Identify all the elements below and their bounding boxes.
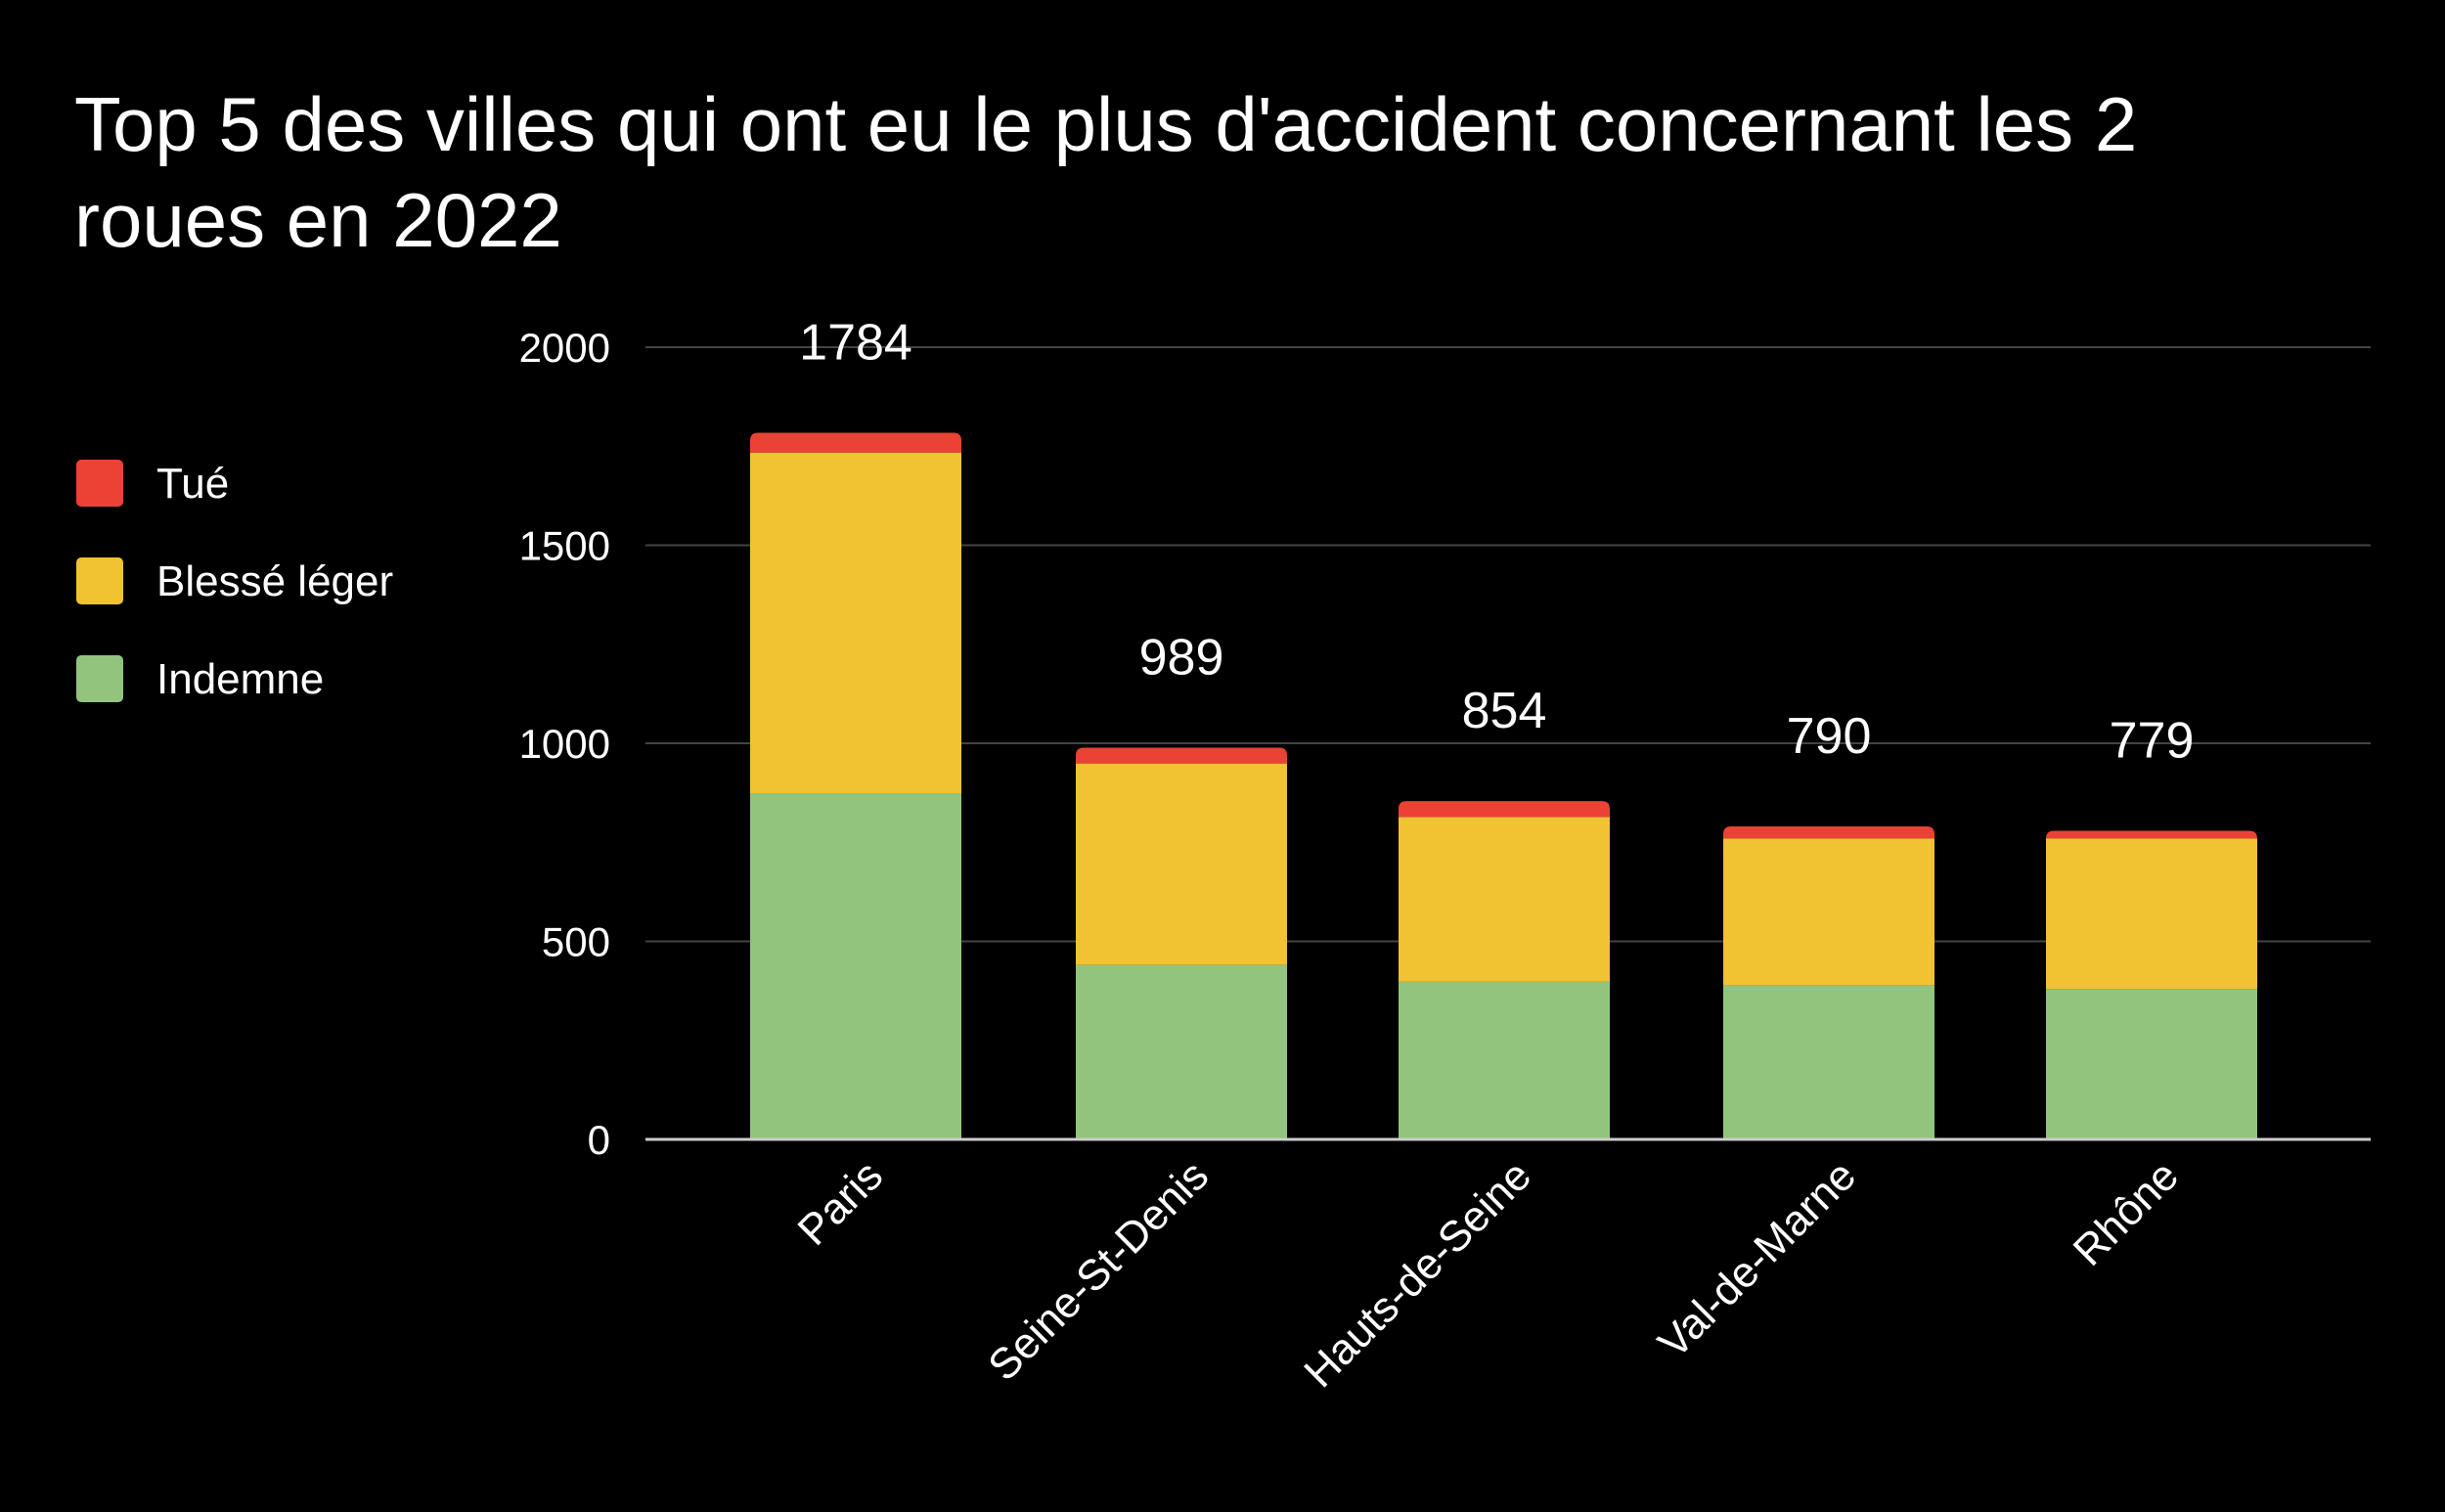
legend-swatch-indemne (76, 655, 123, 702)
bar-segment-indemne-3 (1723, 985, 1934, 1139)
bar-segment-indemne-2 (1399, 981, 1610, 1139)
bar-segment-tué-2 (1399, 801, 1610, 818)
bar-segment-blessé-léger-0 (750, 452, 961, 794)
bars (750, 432, 2257, 1139)
chart-title: Top 5 des villes qui ont eu le plus d'ac… (74, 81, 2138, 263)
axes: 0 500 1000 1500 2000 (519, 325, 2371, 1163)
bar-segment-tué-3 (1723, 826, 1934, 839)
bar-segment-tué-0 (750, 432, 961, 453)
y-tick-label: 2000 (519, 325, 610, 371)
total-label: 790 (1787, 708, 1872, 765)
bar-segment-tué-1 (1076, 747, 1287, 764)
total-label: 989 (1139, 629, 1224, 686)
bar-segment-blessé-léger-1 (1076, 763, 1287, 965)
legend-swatch-tué (76, 460, 123, 507)
x-tick-label: Rhône (2065, 1151, 2188, 1274)
bar-segment-blessé-léger-4 (2046, 838, 2257, 990)
bar-segment-blessé-léger-3 (1723, 838, 1934, 986)
x-tick-label: Paris (789, 1151, 893, 1255)
y-tick-label: 0 (588, 1117, 610, 1163)
total-label: 854 (1462, 683, 1547, 739)
total-label: 1784 (799, 314, 912, 371)
bar-segment-indemne-1 (1076, 964, 1287, 1139)
total-label: 779 (2110, 713, 2195, 770)
bar-segment-blessé-léger-2 (1399, 817, 1610, 981)
y-tick-label: 500 (542, 919, 610, 965)
bar-segment-indemne-0 (750, 793, 961, 1139)
bar-segment-indemne-4 (2046, 989, 2257, 1139)
x-tick-label: Hauts-de-Seine (1295, 1151, 1540, 1397)
legend: Tué Blessé léger Indemne (76, 460, 393, 703)
x-tick-label: Val-de-Marne (1649, 1151, 1865, 1367)
legend-label: Tué (156, 460, 229, 508)
legend-label: Indemne (156, 655, 324, 703)
y-tick-label: 1500 (519, 523, 610, 569)
y-tick-label: 1000 (519, 721, 610, 767)
legend-label: Blessé léger (156, 557, 393, 605)
bar-segment-tué-4 (2046, 830, 2257, 839)
legend-swatch-blessé-léger (76, 557, 123, 604)
x-tick-label: Seine-St-Denis (979, 1151, 1218, 1390)
